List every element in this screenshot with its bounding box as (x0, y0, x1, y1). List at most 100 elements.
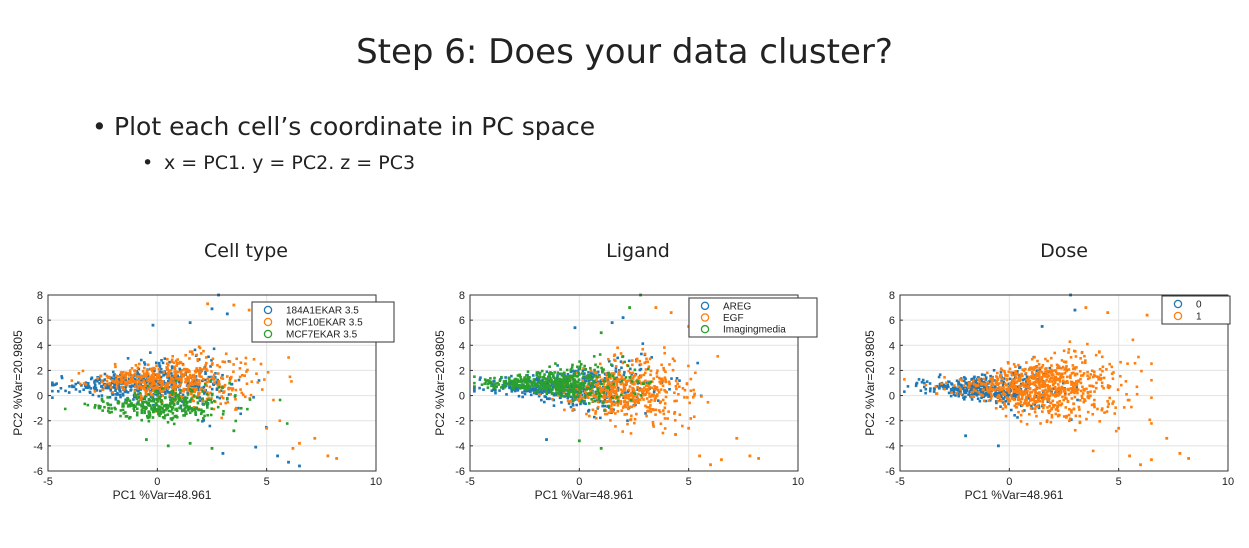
data-point (1046, 386, 1050, 390)
data-point (643, 371, 647, 375)
data-point (934, 385, 937, 389)
data-point (1033, 366, 1037, 370)
data-point (583, 364, 586, 368)
data-point (109, 376, 112, 380)
data-point (1135, 392, 1139, 396)
data-point (155, 377, 158, 381)
data-point (197, 392, 201, 396)
data-point (650, 356, 653, 359)
data-point (1040, 366, 1044, 369)
data-point (1018, 388, 1022, 392)
data-point (154, 393, 158, 396)
data-point (545, 438, 548, 441)
data-point (124, 376, 128, 380)
data-point (132, 395, 136, 399)
data-point (1089, 390, 1092, 394)
data-point (541, 391, 544, 395)
data-point (226, 400, 230, 404)
data-point (1017, 388, 1021, 391)
data-point (635, 399, 638, 402)
data-point (183, 388, 187, 391)
data-point (1048, 378, 1052, 381)
data-point (557, 390, 561, 394)
data-point (240, 391, 244, 395)
data-point (947, 391, 951, 395)
data-point (1032, 377, 1035, 380)
data-point (239, 361, 243, 364)
data-point (608, 392, 612, 396)
data-point (131, 374, 134, 377)
data-point (142, 405, 146, 409)
data-point (517, 380, 520, 384)
data-point (219, 402, 222, 406)
data-point (168, 395, 172, 399)
data-point (748, 454, 752, 458)
data-point (198, 388, 202, 391)
data-point (602, 368, 605, 371)
data-point (132, 398, 135, 401)
data-point (145, 393, 149, 397)
data-point (139, 376, 143, 379)
data-point (113, 383, 116, 386)
data-point (169, 381, 172, 384)
data-point (556, 371, 560, 374)
data-point (955, 387, 958, 391)
data-point (181, 372, 184, 376)
data-point (519, 379, 522, 383)
data-point (170, 405, 173, 409)
data-point (86, 384, 90, 388)
data-point (204, 400, 208, 404)
data-point (1063, 388, 1067, 391)
data-point (133, 409, 136, 412)
data-point (100, 397, 104, 401)
data-point (914, 384, 918, 388)
data-point (1066, 381, 1069, 385)
data-point (1046, 406, 1049, 409)
data-point (1024, 380, 1028, 384)
data-point (150, 396, 154, 399)
data-point (186, 393, 190, 396)
data-point (603, 386, 607, 389)
data-point (1055, 389, 1059, 393)
data-point (140, 418, 144, 422)
data-point (218, 390, 221, 393)
data-point (1050, 380, 1054, 383)
data-point (152, 410, 155, 414)
data-point (1119, 383, 1123, 387)
data-point (579, 402, 582, 406)
data-point (662, 366, 665, 370)
data-point (529, 380, 532, 384)
data-point (623, 403, 627, 407)
data-point (142, 379, 146, 382)
data-point (526, 380, 529, 383)
data-point (169, 379, 172, 383)
data-point (1024, 389, 1027, 393)
data-point (99, 405, 102, 408)
data-point (206, 406, 209, 409)
data-point (995, 387, 998, 391)
data-point (1079, 389, 1083, 393)
data-point (588, 392, 592, 395)
data-point (147, 393, 151, 396)
data-point (166, 413, 170, 416)
data-point (486, 382, 489, 386)
data-point (988, 385, 992, 389)
data-point (595, 385, 599, 389)
data-point (1067, 348, 1071, 351)
data-point (964, 395, 967, 399)
data-point (1096, 407, 1099, 411)
data-point (212, 347, 216, 351)
data-point (596, 383, 600, 387)
data-point (598, 393, 601, 396)
data-point (1094, 386, 1098, 390)
data-point (619, 352, 623, 355)
data-point (674, 384, 678, 388)
data-point (217, 386, 221, 389)
data-point (1083, 361, 1087, 365)
data-point (1003, 395, 1007, 399)
data-point (691, 395, 695, 399)
chart-title-ligand: Ligand (606, 240, 670, 262)
data-point (627, 407, 630, 411)
data-point (1106, 311, 1110, 314)
data-point (156, 376, 159, 379)
